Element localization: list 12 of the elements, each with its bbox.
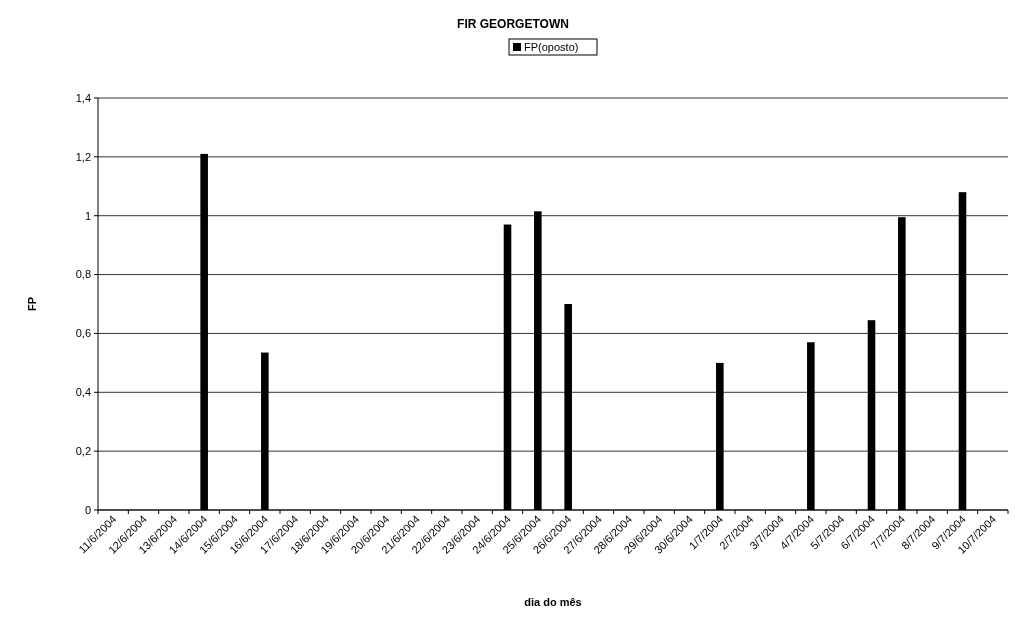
y-tick-label: 0 (84, 503, 91, 516)
legend-label: FP(oposto) (524, 41, 579, 53)
y-tick-label: 1 (84, 209, 91, 222)
y-tick-label: 0,6 (75, 327, 91, 340)
y-tick-label: 1,4 (75, 91, 91, 104)
y-tick-label: 0,4 (75, 386, 91, 399)
y-axis-title: FP (26, 296, 38, 312)
chart-title: FIR GEORGETOWN (457, 17, 569, 31)
y-tick-label: 1,2 (75, 150, 91, 163)
y-tick-label: 0,8 (75, 268, 91, 281)
x-axis-title: dia do mês (524, 596, 582, 608)
y-tick-label: 0,2 (75, 444, 91, 457)
